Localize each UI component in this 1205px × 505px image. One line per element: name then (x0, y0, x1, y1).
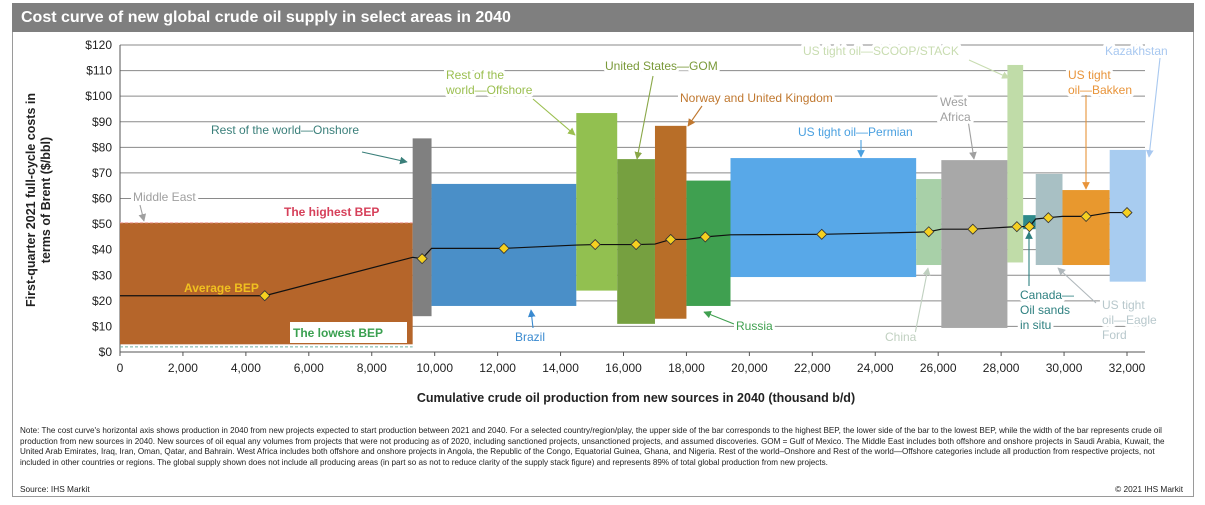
y-tick-label: $0 (99, 345, 113, 359)
label-highest-bep: The highest BEP (284, 205, 379, 219)
bar-norway-and-united-kingdom (654, 125, 687, 319)
label-permian: US tight oil—Permian (798, 125, 913, 139)
label-scoop-stack: US tight oil—SCOOP/STACK (803, 44, 959, 58)
x-tick-label: 30,000 (1046, 361, 1083, 375)
x-tick-label: 24,000 (857, 361, 894, 375)
x-tick-label: 14,000 (542, 361, 579, 375)
reference-lines (120, 222, 413, 348)
y-tick-label: $80 (92, 140, 112, 154)
average-bep-marker (498, 242, 510, 254)
bar-us-tight-oil-permian (730, 158, 917, 278)
x-tick-label: 4,000 (231, 361, 261, 375)
average-bep-marker (589, 238, 601, 251)
source-text: Source: IHS Markit (20, 484, 90, 494)
y-tick-label: $20 (92, 294, 112, 308)
label-china: China (885, 330, 917, 344)
chart-note: Note: The cost curve's horizontal axis s… (20, 426, 1165, 467)
label-row-offshore-1: Rest of the (446, 68, 504, 82)
bar-west-africa (941, 160, 1008, 328)
label-row-offshore-2: world—Offshore (445, 83, 533, 97)
y-tick-label: $90 (92, 115, 112, 129)
label-canada-2: Oil sands (1020, 303, 1070, 317)
y-tick-label: $70 (92, 166, 112, 180)
average-bep-marker (967, 223, 979, 235)
x-axis-title: Cumulative crude oil production from new… (417, 391, 855, 405)
label-brazil: Brazil (515, 330, 545, 344)
label-canada-1: Canada— (1020, 288, 1074, 302)
leader-lines (138, 57, 1161, 335)
y-tick-label: $110 (86, 64, 112, 78)
label-russia: Russia (736, 319, 773, 333)
y-tick-label: $50 (92, 217, 112, 231)
y-tick-label: $120 (85, 38, 112, 52)
x-tick-labels: 0 2,000 4,000 6,000 8,000 10,000 12,000 14,000 1… (117, 361, 1146, 375)
label-row-onshore: Rest of the world—Onshore (211, 123, 359, 137)
label-lowest-bep: The lowest BEP (293, 326, 383, 340)
label-eagle-ford-1: US tight (1102, 298, 1145, 312)
y-tick-label: $60 (92, 192, 112, 206)
y-tick-label: $40 (92, 243, 112, 257)
bar-us-tight-oil-bakken (1062, 190, 1110, 266)
label-bakken-1: US tight (1068, 68, 1111, 82)
x-tick-label: 28,000 (983, 361, 1020, 375)
average-bep-marker (816, 228, 828, 240)
x-tick-label: 2,000 (168, 361, 198, 375)
copyright-text: © 2021 IHS Markit (1115, 484, 1183, 494)
average-bep-series (120, 207, 1133, 302)
x-tick-label: 18,000 (668, 361, 705, 375)
lowest-bep-label-bg (290, 322, 407, 343)
average-bep-marker (665, 233, 677, 245)
chart-title: Cost curve of new global crude oil suppl… (12, 3, 1194, 32)
label-average-bep: Average BEP (184, 281, 259, 295)
y-tick-label: $100 (85, 89, 112, 103)
average-bep-marker (699, 231, 711, 243)
x-tick-label: 10,000 (416, 361, 453, 375)
average-bep-marker (416, 253, 428, 265)
label-canada-3: in situ (1020, 318, 1051, 332)
x-tick-label: 20,000 (731, 361, 768, 375)
label-bakken-2: oil—Bakken (1068, 83, 1132, 97)
average-bep-marker (1011, 221, 1023, 233)
y-axis-title-line1: First-quarter 2021 full-cycle costs in (24, 93, 38, 307)
y-tick-label: $30 (92, 268, 112, 282)
x-tick-label: 8,000 (357, 361, 387, 375)
average-bep-marker (1080, 210, 1092, 222)
bar-rest-of-the-world-offshore (576, 113, 618, 291)
average-bep-marker (923, 226, 935, 238)
bar-rest-of-the-world-onshore (412, 138, 432, 317)
bar-russia (686, 180, 731, 306)
average-bep-marker (630, 238, 642, 251)
average-bep-marker (1042, 212, 1054, 224)
bar-china (916, 179, 942, 266)
label-norway-uk: Norway and United Kingdom (680, 91, 833, 105)
label-eagle-ford-2: oil—Eagle (1102, 313, 1157, 327)
y-axis-title-line2: terms of Brent ($/bbl) (39, 137, 53, 263)
average-bep-marker (1121, 207, 1133, 219)
label-eagle-ford-3: Ford (1102, 328, 1127, 342)
label-gom: United States—GOM (605, 59, 718, 73)
bar-us-tight-oil-scoop-stack (1007, 64, 1024, 263)
x-tick-label: 26,000 (920, 361, 957, 375)
y-tick-label: $10 (92, 319, 112, 333)
x-tick-label: 32,000 (1109, 361, 1146, 375)
x-tick-label: 6,000 (294, 361, 324, 375)
x-tick-label: 12,000 (479, 361, 516, 375)
average-bep-marker (259, 290, 271, 302)
x-tick-label: 16,000 (605, 361, 642, 375)
label-west-africa-2: Africa (940, 110, 971, 124)
bars (120, 64, 1146, 345)
y-tick-labels: $0 $10 $20 $30 $40 $50 $60 $70 $80 $90 $100 $110 $12… (85, 38, 112, 359)
label-kazakhstan: Kazakhstan (1105, 44, 1168, 58)
label-middle-east: Middle East (133, 190, 196, 204)
x-tick-label: 0 (117, 361, 124, 375)
x-tick-label: 22,000 (794, 361, 831, 375)
label-west-africa-1: West (940, 95, 968, 109)
